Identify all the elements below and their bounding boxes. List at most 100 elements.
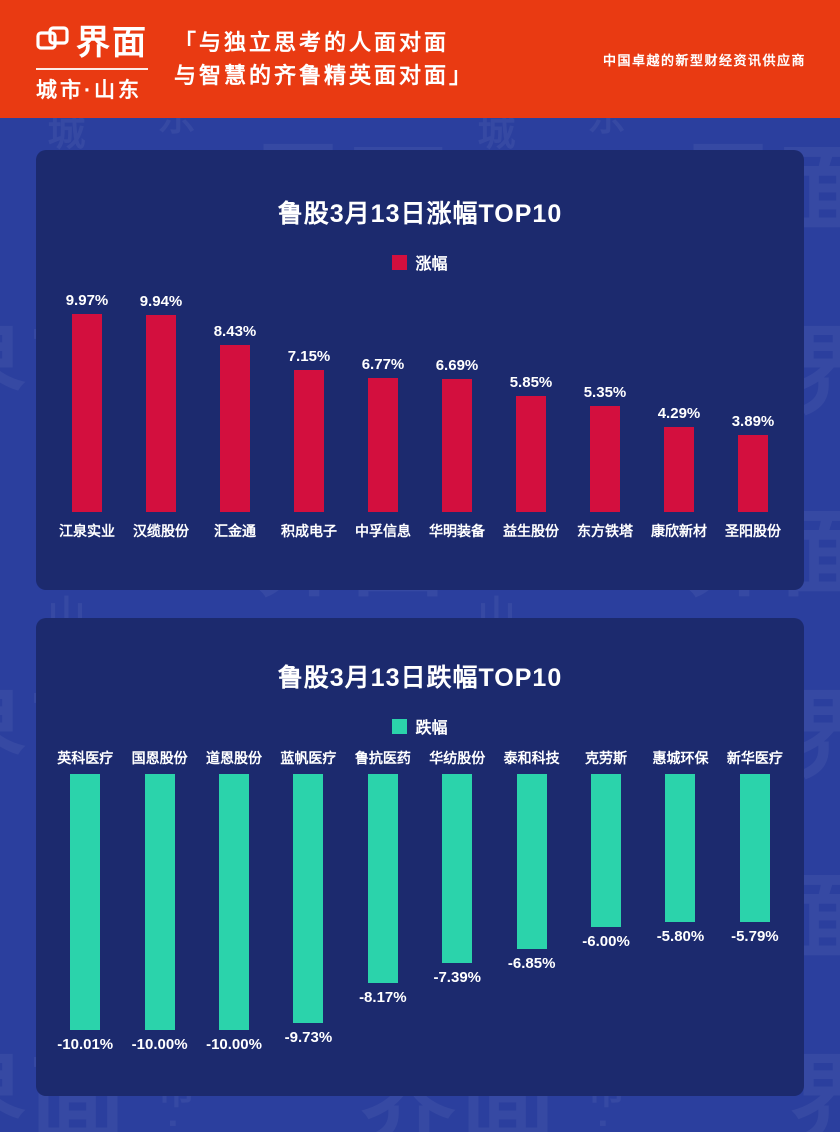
bar-value-label: 6.77% <box>361 356 405 373</box>
bar <box>516 774 547 949</box>
bar-zone: 5.35% <box>584 284 626 512</box>
bar-value-label: 8.43% <box>213 323 257 340</box>
bar <box>737 435 768 512</box>
losers-bar-chart: 英科医疗 -10.01% 国恩股份 -10.00% 道恩股份 -10.00% 蓝帆医疗 -9.… <box>46 748 794 1062</box>
bar-category-label: 华纺股份 <box>429 750 486 766</box>
bar-value-label: 5.85% <box>509 374 553 391</box>
bar-zone: 5.85% <box>509 284 553 512</box>
bar-value-label: 3.89% <box>731 413 775 430</box>
bar-column: 国恩股份 -10.00% <box>122 748 196 1062</box>
jiemian-logo: 界面 城市·山东 <box>36 15 148 104</box>
logo-text: 界面 <box>76 23 148 62</box>
bar-zone: -7.39% <box>433 774 481 1062</box>
bar-category-label: 英科医疗 <box>57 750 114 766</box>
bar-column: 华纺股份 -7.39% <box>420 748 494 1062</box>
bar <box>219 345 250 512</box>
bar-column: 9.94% 汉缆股份 <box>124 284 198 541</box>
bar-zone: 8.43% <box>213 284 257 512</box>
gainers-legend-label: 涨幅 <box>415 256 448 273</box>
slogan-line-1: 「与独立思考的人面对面 <box>174 30 450 55</box>
losers-legend-swatch <box>392 718 408 734</box>
losers-legend: 跌幅 <box>46 714 794 738</box>
header: 界面 城市·山东 「与独立思考的人面对面 与智慧的齐鲁精英面对面」 中国卓越的新… <box>0 0 840 118</box>
bar-zone: -9.73% <box>284 774 333 1062</box>
gainers-legend-swatch <box>392 254 408 270</box>
bar-category-label: 鲁抗医药 <box>354 750 411 766</box>
bar-category-label: 圣阳股份 <box>725 523 781 539</box>
bar <box>367 378 398 512</box>
bar <box>145 315 176 512</box>
bar-column: 5.35% 东方铁塔 <box>568 284 642 541</box>
bar-category-label: 康欣新材 <box>651 523 707 539</box>
slogan-line-2: 与智慧的齐鲁精英面对面」 <box>174 63 475 88</box>
bar-category-label: 新华医疗 <box>726 750 783 766</box>
bar <box>591 774 622 927</box>
bar-category-label: 积成电子 <box>281 523 337 539</box>
header-slogan: 「与独立思考的人面对面 与智慧的齐鲁精英面对面」 <box>174 26 474 92</box>
bar <box>442 774 473 963</box>
bar-column: 8.43% 汇金通 <box>198 284 272 541</box>
bar <box>70 774 101 1030</box>
bar-category-label: 惠城环保 <box>652 750 709 766</box>
bar-column: 3.89% 圣阳股份 <box>716 284 790 541</box>
bar <box>739 774 770 922</box>
bar-column: 6.77% 中孚信息 <box>346 284 420 541</box>
bar-value-label: -7.39% <box>433 969 481 986</box>
bar-value-label: 9.97% <box>65 292 109 309</box>
bar-zone: 6.69% <box>435 284 479 512</box>
gainers-chart-card: 鲁股3月13日涨幅TOP10 涨幅 9.97% 江泉实业 9.94% 汉缆股份 8.43… <box>36 150 804 590</box>
gainers-chart-title: 鲁股3月13日涨幅TOP10 <box>277 200 563 228</box>
bar-value-label: 4.29% <box>657 405 701 422</box>
bar-category-label: 道恩股份 <box>206 750 263 766</box>
bar-zone: -10.01% <box>57 774 113 1062</box>
bar-value-label: -9.73% <box>284 1029 333 1046</box>
bar-category-label: 东方铁塔 <box>577 523 633 539</box>
bar <box>663 427 694 512</box>
bar-zone: -5.80% <box>657 774 704 1062</box>
gainers-legend: 涨幅 <box>48 250 792 274</box>
bar-category-label: 蓝帆医疗 <box>280 750 337 766</box>
bar <box>219 774 250 1030</box>
bar <box>293 370 324 512</box>
bar-value-label: -6.85% <box>507 955 556 972</box>
bar-column: 新华医疗 -5.79% <box>718 748 792 1062</box>
bar-category-label: 泰和科技 <box>503 750 560 766</box>
gainers-bar-chart: 9.97% 江泉实业 9.94% 汉缆股份 8.43% 汇金通 7.15% 积成电子 6.77%… <box>48 284 792 541</box>
bar <box>144 774 175 1030</box>
bar-zone: 7.15% <box>287 284 331 512</box>
bar-column: 蓝帆医疗 -9.73% <box>271 748 345 1062</box>
bar-zone: 9.94% <box>140 284 182 512</box>
bar-zone: -6.00% <box>582 774 630 1062</box>
bar-column: 5.85% 益生股份 <box>494 284 568 541</box>
bar-category-label: 中孚信息 <box>355 523 411 539</box>
bar-zone: -10.00% <box>206 774 262 1062</box>
bar-value-label: -6.00% <box>582 933 630 950</box>
bar-category-label: 汇金通 <box>214 523 256 539</box>
bar-column: 4.29% 康欣新材 <box>642 284 716 541</box>
bar-value-label: 7.15% <box>287 348 331 365</box>
bar-value-label: 6.69% <box>435 357 479 374</box>
bar-category-label: 江泉实业 <box>59 523 115 539</box>
bar-value-label: -10.00% <box>131 1036 188 1053</box>
bar-category-label: 克劳斯 <box>585 750 628 766</box>
bar-zone: 3.89% <box>731 284 775 512</box>
bar <box>71 314 102 512</box>
bar <box>589 406 620 512</box>
bar-value-label: -5.79% <box>731 928 779 945</box>
bar-value-label: -8.17% <box>359 989 407 1006</box>
logo-subtitle: 城市·山东 <box>36 67 148 104</box>
bar-column: 泰和科技 -6.85% <box>494 748 568 1062</box>
bar-column: 9.97% 江泉实业 <box>50 284 124 541</box>
header-tagline: 中国卓越的新型财经资讯供应商 <box>602 52 806 68</box>
bar-column: 克劳斯 -6.00% <box>569 748 643 1062</box>
bar-category-label: 汉缆股份 <box>133 523 189 539</box>
bar-zone: 4.29% <box>657 284 701 512</box>
bar <box>367 774 398 983</box>
bar <box>293 774 324 1023</box>
bar-zone: 6.77% <box>361 284 405 512</box>
bar-zone: -5.79% <box>731 774 779 1062</box>
bar-column: 惠城环保 -5.80% <box>643 748 717 1062</box>
bar-column: 6.69% 华明装备 <box>420 284 494 541</box>
losers-chart-title: 鲁股3月13日跌幅TOP10 <box>277 664 563 692</box>
